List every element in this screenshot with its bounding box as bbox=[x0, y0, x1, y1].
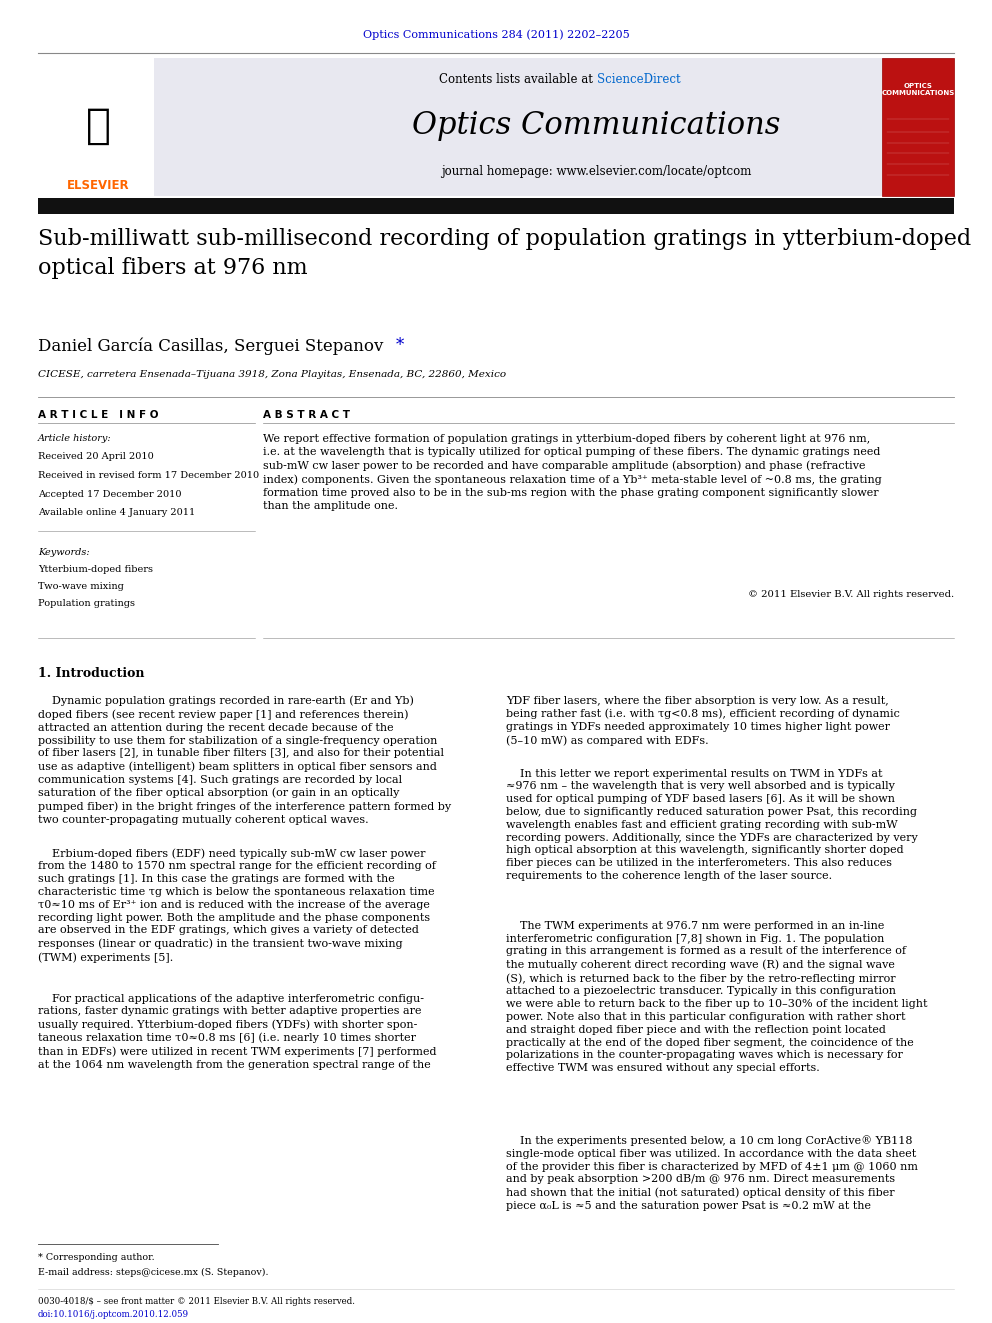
Text: OPTICS
COMMUNICATIONS: OPTICS COMMUNICATIONS bbox=[881, 83, 954, 97]
Text: Daniel García Casillas, Serguei Stepanov: Daniel García Casillas, Serguei Stepanov bbox=[38, 337, 389, 355]
Text: CICESE, carretera Ensenada–Tijuana 3918, Zona Playitas, Ensenada, BC, 22860, Mex: CICESE, carretera Ensenada–Tijuana 3918,… bbox=[38, 370, 506, 380]
Text: For practical applications of the adaptive interferometric configu-
rations, fas: For practical applications of the adapti… bbox=[38, 994, 436, 1070]
Text: Received 20 April 2010: Received 20 April 2010 bbox=[38, 452, 154, 462]
Text: 🌲: 🌲 bbox=[85, 105, 110, 147]
Text: * Corresponding author.: * Corresponding author. bbox=[38, 1253, 155, 1262]
Text: Two-wave mixing: Two-wave mixing bbox=[38, 582, 124, 591]
Text: Dynamic population gratings recorded in rare-earth (Er and Yb)
doped fibers (see: Dynamic population gratings recorded in … bbox=[38, 696, 451, 824]
Text: ScienceDirect: ScienceDirect bbox=[596, 73, 681, 86]
Text: Erbium-doped fibers (EDF) need typically sub-mW cw laser power
from the 1480 to : Erbium-doped fibers (EDF) need typically… bbox=[38, 848, 435, 963]
Text: 0030-4018/$ – see front matter © 2011 Elsevier B.V. All rights reserved.: 0030-4018/$ – see front matter © 2011 El… bbox=[38, 1297, 355, 1306]
Bar bbox=[38, 58, 154, 196]
Text: In this letter we report experimental results on TWM in YDFs at
≈976 nm – the wa: In this letter we report experimental re… bbox=[506, 769, 918, 881]
Text: Sub-milliwatt sub-millisecond recording of population gratings in ytterbium-dope: Sub-milliwatt sub-millisecond recording … bbox=[38, 228, 971, 279]
Text: © 2011 Elsevier B.V. All rights reserved.: © 2011 Elsevier B.V. All rights reserved… bbox=[748, 590, 954, 599]
Text: We report effective formation of population gratings in ytterbium-doped fibers b: We report effective formation of populat… bbox=[263, 434, 882, 511]
Text: Ytterbium-doped fibers: Ytterbium-doped fibers bbox=[38, 565, 153, 574]
Text: doi:10.1016/j.optcom.2010.12.059: doi:10.1016/j.optcom.2010.12.059 bbox=[38, 1310, 189, 1319]
Text: Optics Communications 284 (2011) 2202–2205: Optics Communications 284 (2011) 2202–22… bbox=[363, 29, 629, 40]
Text: Article history:: Article history: bbox=[38, 434, 112, 443]
Text: The TWM experiments at 976.7 nm were performed in an in-line
interferometric con: The TWM experiments at 976.7 nm were per… bbox=[506, 921, 928, 1073]
Bar bbox=[38, 198, 954, 214]
Text: In the experiments presented below, a 10 cm long CorActive® YB118
single-mode op: In the experiments presented below, a 10… bbox=[506, 1135, 918, 1211]
Text: A B S T R A C T: A B S T R A C T bbox=[263, 410, 350, 421]
Text: *: * bbox=[396, 337, 405, 355]
Bar bbox=[882, 58, 954, 196]
Text: 1. Introduction: 1. Introduction bbox=[38, 667, 145, 680]
Text: E-mail address: steps@cicese.mx (S. Stepanov).: E-mail address: steps@cicese.mx (S. Step… bbox=[38, 1267, 269, 1277]
Text: ELSEVIER: ELSEVIER bbox=[66, 179, 129, 192]
Text: journal homepage: www.elsevier.com/locate/optcom: journal homepage: www.elsevier.com/locat… bbox=[441, 165, 752, 179]
Bar bbox=[154, 58, 954, 196]
Text: Available online 4 January 2011: Available online 4 January 2011 bbox=[38, 508, 195, 517]
Text: Keywords:: Keywords: bbox=[38, 548, 89, 557]
Text: Accepted 17 December 2010: Accepted 17 December 2010 bbox=[38, 490, 182, 499]
Text: Received in revised form 17 December 2010: Received in revised form 17 December 201… bbox=[38, 471, 259, 480]
Text: Population gratings: Population gratings bbox=[38, 599, 135, 609]
Text: A R T I C L E   I N F O: A R T I C L E I N F O bbox=[38, 410, 159, 421]
Text: YDF fiber lasers, where the fiber absorption is very low. As a result,
being rat: YDF fiber lasers, where the fiber absorp… bbox=[506, 696, 900, 746]
Text: Optics Communications: Optics Communications bbox=[413, 110, 781, 142]
Text: Contents lists available at: Contents lists available at bbox=[438, 73, 596, 86]
